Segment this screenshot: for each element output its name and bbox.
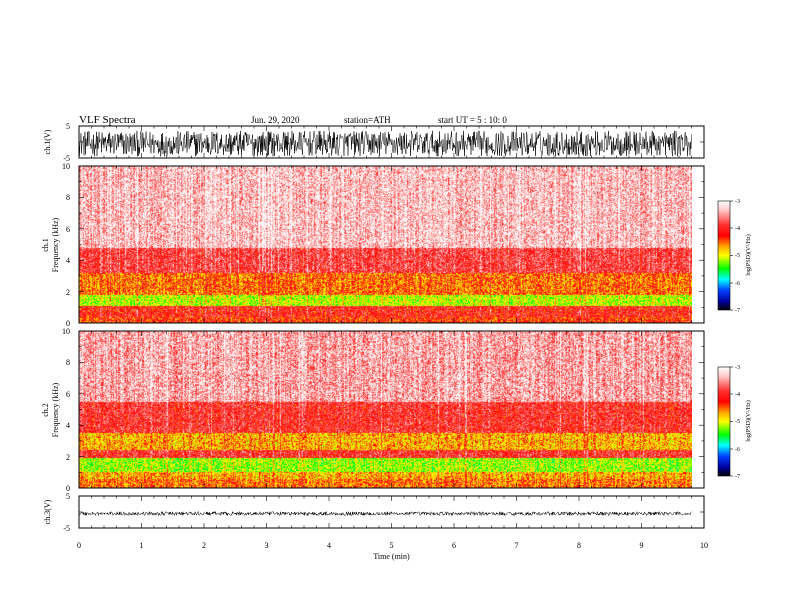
ch1-spec-ytick: 10 — [62, 162, 70, 171]
colorbar-2-tick-label: -3 — [735, 365, 740, 371]
colorbar-1-label: log(PSD)(V²/Hz) — [745, 234, 752, 275]
x-tick-label: 7 — [515, 541, 519, 550]
x-tick-label: 10 — [700, 541, 708, 550]
x-tick-label: 6 — [452, 541, 456, 550]
x-tick-label: 1 — [140, 541, 144, 550]
colorbar-2-tick-label: -6 — [735, 447, 740, 453]
colorbar-1-tick-label: -5 — [735, 253, 740, 259]
ch1-spec-ytick: 8 — [66, 193, 70, 202]
waveform-trace — [78, 130, 692, 157]
x-axis-label: Time (min) — [373, 552, 410, 561]
axis-ticks — [78, 125, 705, 529]
ch2-spec-ytick: 10 — [62, 327, 70, 336]
ch2-spec-ylabel-frequency: Frequency (kHz) — [51, 382, 60, 437]
ch3-wave-ylabel: ch.3(V) — [43, 499, 52, 524]
ch1-spec-ylabel: ch.1 — [41, 238, 50, 252]
ch1-wave-ytick: -5 — [63, 154, 70, 163]
ch3-waveform — [78, 510, 692, 517]
colorbar-1-tick-label: -6 — [735, 281, 740, 287]
ch1-wave-ylabel: ch.1(V) — [43, 129, 52, 154]
colorbar-2-tick-label: -5 — [735, 419, 740, 425]
colorbar-2-ticks — [730, 366, 733, 477]
colorbar-1-tick-label: -4 — [735, 226, 740, 232]
station-label: station=ATH — [344, 115, 391, 125]
colorbar-2 — [717, 366, 731, 477]
x-tick-label: 5 — [390, 541, 394, 550]
date-label: Jun. 29, 2020 — [251, 115, 300, 125]
colorbar-2-tick-label: -4 — [735, 392, 740, 398]
start-ut-label: start UT = 5 : 10: 0 — [438, 115, 507, 125]
colorbar-1-tick-label: -7 — [735, 308, 740, 314]
x-tick-label: 9 — [640, 541, 644, 550]
ch1-waveform — [78, 130, 692, 157]
colorbar-1-ticks — [730, 200, 733, 311]
x-tick-label: 0 — [77, 541, 81, 550]
ch2-spec-ytick: 8 — [66, 358, 70, 367]
colorbar-1 — [717, 200, 731, 311]
colorbar-2-label: log(PSD)(V²/Hz) — [745, 400, 752, 441]
ch2-spec-ylabel: ch.2 — [41, 403, 50, 417]
waveform-trace — [78, 510, 692, 517]
ch2-spec-ytick: 6 — [66, 390, 70, 399]
ch1-spec-ytick: 6 — [66, 225, 70, 234]
colorbar-1-tick-label: -3 — [735, 199, 740, 205]
figure-title: VLF Spectra — [79, 114, 136, 126]
x-tick-label: 3 — [265, 541, 269, 550]
x-tick-label: 2 — [202, 541, 206, 550]
ch1-spec-ytick: 4 — [66, 256, 70, 265]
ch1-wave-ytick: 5 — [66, 122, 70, 131]
colorbar-2-tick-label: -7 — [735, 474, 740, 480]
ch3-wave-ytick: -5 — [63, 524, 70, 533]
ch2-spec-ytick: 4 — [66, 421, 70, 430]
ch1-spec-ytick: 0 — [66, 319, 70, 328]
ch1-spectrogram — [79, 166, 692, 323]
ch3-wave-ytick: 5 — [66, 492, 70, 501]
x-tick-label: 8 — [577, 541, 581, 550]
ch2-spec-ytick: 2 — [66, 453, 70, 462]
ch1-spec-ytick: 2 — [66, 288, 70, 297]
ch2-spectrogram — [79, 331, 692, 488]
ch2-spec-ytick: 0 — [66, 484, 70, 493]
ch1-spec-ylabel-frequency: Frequency (kHz) — [51, 217, 60, 272]
x-tick-label: 4 — [327, 541, 331, 550]
